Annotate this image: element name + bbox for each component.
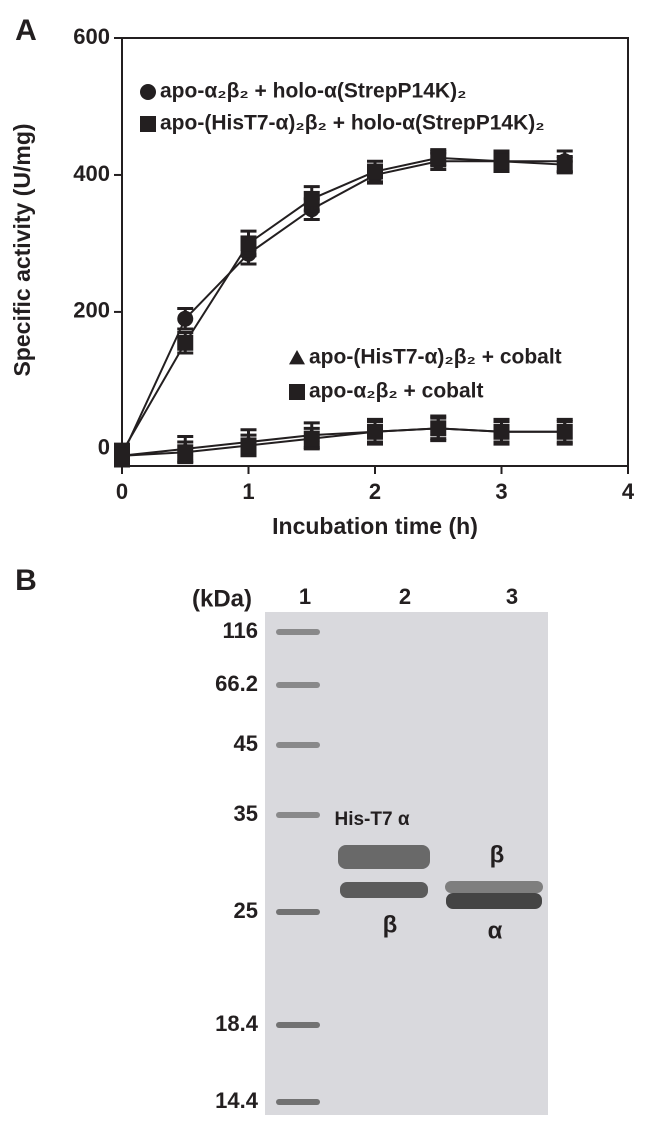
legend-label: apo-α₂β₂ + holo-α(StrepP14K)₂ (160, 80, 466, 103)
legend-label: apo-(HisT7-α)₂β₂ + holo-α(StrepP14K)₂ (160, 112, 545, 135)
ladder-band (276, 742, 320, 748)
data-point (493, 153, 510, 170)
data-point (367, 423, 383, 440)
lane-label: 1 (299, 584, 311, 609)
marker-label: 116 (223, 618, 259, 643)
data-point (177, 444, 194, 461)
data-point (556, 156, 573, 173)
x-axis-title: Incubation time (h) (272, 513, 478, 539)
series-line (121, 427, 565, 457)
marker-label: 25 (234, 898, 258, 923)
y-axis-title: Specific activity (U/mg) (9, 123, 35, 376)
legend-label: apo-α₂β₂ + cobalt (309, 380, 484, 403)
panel-label: A (15, 14, 37, 47)
band (445, 881, 543, 893)
series-line (121, 156, 565, 453)
data-point (114, 447, 130, 464)
band (338, 845, 430, 869)
gel-unit-label: (kDa) (192, 585, 252, 612)
panel-label: B (15, 564, 37, 597)
x-tick-label: 4 (622, 479, 635, 504)
ladder-band (276, 629, 320, 635)
gel-bands (338, 845, 543, 909)
data-point (177, 310, 194, 327)
data-point (367, 163, 383, 180)
band (340, 882, 428, 898)
data-point (493, 423, 510, 440)
ladder-band (276, 682, 320, 688)
legend-label: apo-(HisT7-α)₂β₂ + cobalt (309, 346, 562, 369)
band-label: β (490, 841, 505, 868)
data-point (430, 420, 447, 437)
x-tick-label: 3 (495, 479, 507, 504)
lane-label: 2 (399, 584, 411, 609)
x-tick-label: 1 (242, 479, 254, 504)
marker-label: 18.4 (215, 1011, 259, 1036)
lane-label: 3 (506, 584, 518, 609)
y-tick-label: 0 (98, 435, 110, 460)
marker-label: 45 (234, 731, 258, 756)
band-label: α (488, 917, 503, 944)
band-label: His-T7 α (334, 809, 409, 830)
legend-marker (140, 84, 156, 100)
legend-marker (140, 116, 156, 132)
legend-marker (289, 350, 305, 365)
ladder-band (276, 812, 320, 818)
ladder-band (276, 1022, 320, 1028)
data-point (240, 235, 257, 252)
marker-label: 66.2 (215, 671, 258, 696)
data-point (430, 149, 447, 166)
data-point (303, 190, 320, 207)
data-point (556, 423, 573, 440)
data-point (240, 437, 257, 454)
marker-label: 14.4 (215, 1088, 259, 1113)
y-tick-label: 400 (73, 161, 110, 186)
x-tick-label: 0 (116, 479, 128, 504)
legend-marker (289, 384, 305, 400)
marker-label: 35 (234, 801, 258, 826)
band-label: β (383, 911, 398, 938)
data-point (177, 334, 194, 351)
y-tick-label: 600 (73, 24, 110, 49)
ladder-band (276, 1099, 320, 1105)
x-tick-label: 2 (369, 479, 381, 504)
data-point (303, 430, 320, 447)
y-tick-label: 200 (73, 298, 110, 323)
band (446, 893, 542, 909)
ladder-band (276, 909, 320, 915)
